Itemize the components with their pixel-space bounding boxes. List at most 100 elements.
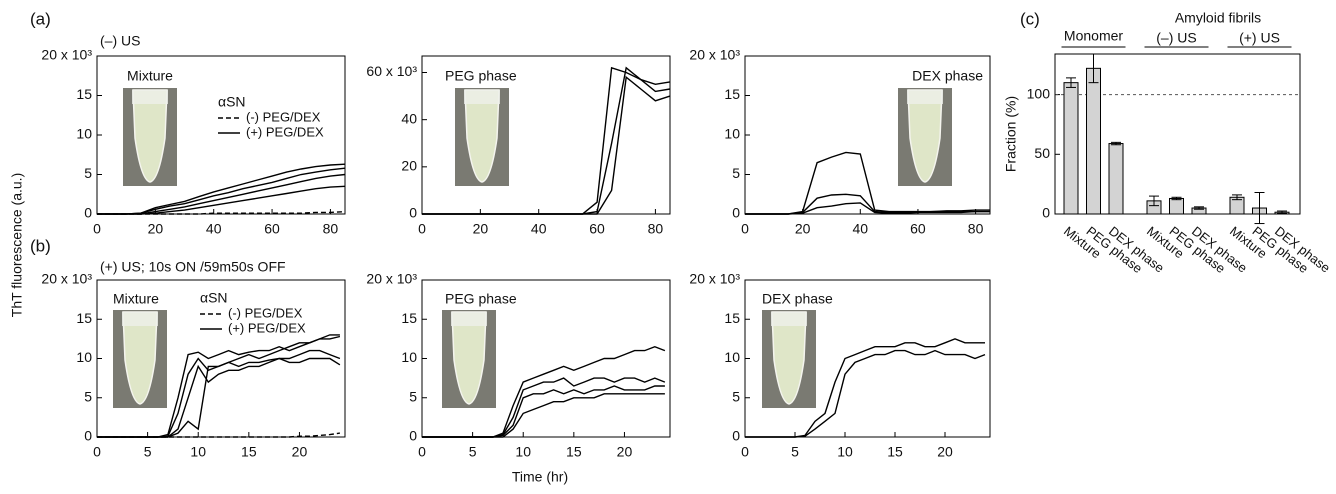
x-tick-label: 20 xyxy=(937,444,953,460)
data-line xyxy=(745,151,990,215)
plot-frame xyxy=(744,279,991,438)
y-tick-label: 20 x 10³ xyxy=(41,47,92,63)
legend-title: αSN xyxy=(200,290,228,306)
x-tick-label: 40 xyxy=(531,221,547,237)
y-tick-label: 20 x 10³ xyxy=(689,271,740,287)
tube xyxy=(771,311,807,405)
x-tick-label: 20 xyxy=(795,221,811,237)
x-tick-label: 0 xyxy=(741,221,749,237)
x-tick-label: 80 xyxy=(968,221,984,237)
panel-label: (b) xyxy=(30,236,51,255)
y-tick-label: 0 xyxy=(84,205,92,221)
tube-cap xyxy=(132,90,168,104)
x-tick-label: 5 xyxy=(469,444,477,460)
data-line xyxy=(745,193,990,215)
y-tick-label: 0 xyxy=(409,428,417,444)
inset-label: PEG phase xyxy=(445,291,517,307)
x-tick-label: 15 xyxy=(887,444,903,460)
y-tick-label: 15 xyxy=(76,310,92,326)
y-tick-label: 10 xyxy=(724,349,740,365)
y-tick-label: 10 xyxy=(401,349,417,365)
bar xyxy=(1169,197,1184,215)
plot-frame xyxy=(96,55,346,215)
bar xyxy=(1086,67,1101,215)
tube-cap xyxy=(771,312,807,326)
group-label: (+) US xyxy=(1239,30,1280,46)
x-tick-label: 20 xyxy=(617,444,633,460)
x-axis-label: Time (hr) xyxy=(512,469,568,485)
legend-label: (-) PEG/DEX xyxy=(228,305,303,320)
y-tick-label: 10 xyxy=(724,126,740,142)
x-tick-label: 10 xyxy=(190,444,206,460)
x-tick-label: 15 xyxy=(241,444,257,460)
inset-label: Mixture xyxy=(113,291,159,307)
y-tick-label: 5 xyxy=(409,388,417,404)
y-tick-label: 15 xyxy=(76,86,92,102)
inset-label: DEX phase xyxy=(912,68,983,84)
x-tick-label: 0 xyxy=(741,444,749,460)
plot-frame xyxy=(96,279,346,438)
x-tick-label: 60 xyxy=(589,221,605,237)
tube xyxy=(907,89,943,183)
panel-label: (a) xyxy=(30,9,51,28)
x-tick-label: 10 xyxy=(515,444,531,460)
y-tick-label: 20 x 10³ xyxy=(689,47,740,63)
bar xyxy=(1108,143,1124,215)
y-tick-label: 10 xyxy=(76,349,92,365)
x-tick-label: 15 xyxy=(566,444,582,460)
y-tick-label: 60 x 10³ xyxy=(366,63,417,79)
x-tick-label: 40 xyxy=(206,221,222,237)
x-tick-label: 60 xyxy=(910,221,926,237)
y-tick-label: 0 xyxy=(409,205,417,221)
y-tick-label: 5 xyxy=(732,388,740,404)
x-tick-label: 10 xyxy=(837,444,853,460)
y-tick-label: 5 xyxy=(84,388,92,404)
plot-frame xyxy=(744,55,991,215)
y-tick-label: 20 x 10³ xyxy=(41,271,92,287)
panel-label: (c) xyxy=(1020,9,1040,28)
y-tick-label: 0 xyxy=(732,205,740,221)
x-tick-label: 20 xyxy=(148,221,164,237)
bar xyxy=(1063,82,1079,215)
group-label: Monomer xyxy=(1064,28,1123,44)
x-tick-label: 0 xyxy=(93,221,101,237)
group-label: (–) US xyxy=(1156,30,1196,46)
x-tick-label: 80 xyxy=(323,221,339,237)
y-tick-label: 15 xyxy=(724,86,740,102)
x-tick-label: 60 xyxy=(264,221,280,237)
y-tick-label: 0 xyxy=(84,428,92,444)
tube-cap xyxy=(907,90,943,104)
y-axis-label: ThT fluorescence (a.u.) xyxy=(9,173,25,317)
y-tick-label: 15 xyxy=(401,310,417,326)
y-tick-label: 15 xyxy=(724,310,740,326)
tube xyxy=(464,89,500,183)
y-tick-label: 50 xyxy=(1034,145,1050,161)
plot-frame xyxy=(1054,53,1301,215)
x-tick-label: 20 xyxy=(292,444,308,460)
y-tick-label: 10 xyxy=(76,126,92,142)
y-tick-label: 5 xyxy=(84,165,92,181)
y-tick-label: 0 xyxy=(1042,205,1050,221)
inset-label: PEG phase xyxy=(445,68,517,84)
y-tick-label: 40 xyxy=(401,110,417,126)
tube-cap xyxy=(451,312,487,326)
x-tick-label: 80 xyxy=(648,221,664,237)
y-tick-label: 100 xyxy=(1027,85,1051,101)
x-tick-label: 0 xyxy=(418,444,426,460)
y-tick-label: 0 xyxy=(732,428,740,444)
legend-title: αSN xyxy=(218,94,246,110)
plot-frame xyxy=(421,279,671,438)
tube-cap xyxy=(122,312,158,326)
x-tick-label: 40 xyxy=(853,221,869,237)
plot-frame xyxy=(421,55,671,215)
y-tick-label: 20 x 10³ xyxy=(366,271,417,287)
y-tick-label: 20 xyxy=(401,158,417,174)
tube xyxy=(132,89,168,183)
legend-label: (+) PEG/DEX xyxy=(228,320,306,335)
inset-label: Mixture xyxy=(127,68,173,84)
tube xyxy=(122,311,158,405)
x-tick-label: 20 xyxy=(473,221,489,237)
supergroup-label: Amyloid fibrils xyxy=(1175,10,1261,26)
x-tick-label: 5 xyxy=(791,444,799,460)
panel-subtitle: (–) US xyxy=(100,33,140,49)
